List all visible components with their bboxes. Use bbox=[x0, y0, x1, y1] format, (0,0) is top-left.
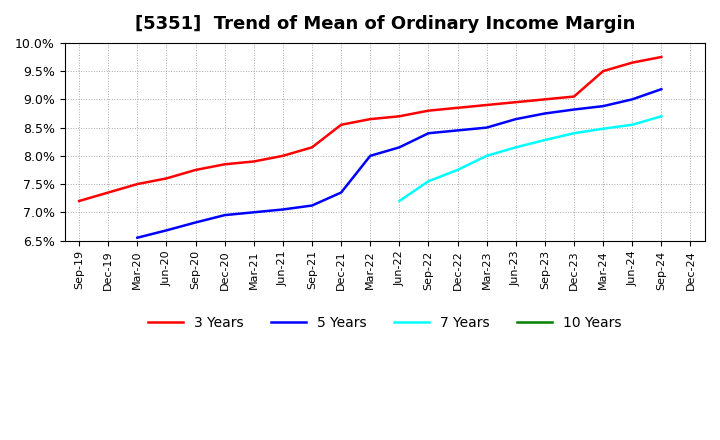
7 Years bbox=[424, 179, 433, 184]
3 Years bbox=[482, 103, 491, 108]
3 Years bbox=[220, 161, 229, 167]
3 Years bbox=[657, 55, 666, 60]
5 Years bbox=[133, 235, 142, 240]
5 Years bbox=[657, 87, 666, 92]
7 Years bbox=[657, 114, 666, 119]
7 Years bbox=[511, 145, 520, 150]
3 Years bbox=[162, 176, 171, 181]
7 Years bbox=[482, 153, 491, 158]
7 Years bbox=[599, 126, 608, 132]
5 Years bbox=[220, 213, 229, 218]
5 Years bbox=[250, 209, 258, 215]
3 Years bbox=[192, 167, 200, 172]
7 Years bbox=[454, 167, 462, 172]
3 Years bbox=[250, 159, 258, 164]
3 Years bbox=[307, 145, 316, 150]
5 Years bbox=[192, 220, 200, 225]
5 Years bbox=[454, 128, 462, 133]
5 Years bbox=[570, 107, 578, 112]
3 Years bbox=[395, 114, 404, 119]
3 Years bbox=[628, 60, 636, 65]
Legend: 3 Years, 5 Years, 7 Years, 10 Years: 3 Years, 5 Years, 7 Years, 10 Years bbox=[143, 311, 627, 336]
Line: 5 Years: 5 Years bbox=[138, 89, 662, 238]
5 Years bbox=[395, 145, 404, 150]
5 Years bbox=[541, 111, 549, 116]
3 Years bbox=[511, 99, 520, 105]
5 Years bbox=[337, 190, 346, 195]
3 Years bbox=[599, 69, 608, 74]
3 Years bbox=[75, 198, 84, 204]
5 Years bbox=[279, 207, 287, 212]
3 Years bbox=[424, 108, 433, 113]
5 Years bbox=[511, 117, 520, 122]
5 Years bbox=[599, 103, 608, 109]
7 Years bbox=[395, 198, 404, 204]
5 Years bbox=[424, 131, 433, 136]
7 Years bbox=[541, 137, 549, 143]
3 Years bbox=[337, 122, 346, 128]
5 Years bbox=[482, 125, 491, 130]
5 Years bbox=[366, 153, 374, 158]
3 Years bbox=[570, 94, 578, 99]
3 Years bbox=[279, 153, 287, 158]
Line: 3 Years: 3 Years bbox=[79, 57, 662, 201]
5 Years bbox=[628, 97, 636, 102]
3 Years bbox=[133, 181, 142, 187]
7 Years bbox=[628, 122, 636, 128]
3 Years bbox=[104, 190, 112, 195]
3 Years bbox=[366, 117, 374, 122]
5 Years bbox=[162, 228, 171, 233]
7 Years bbox=[570, 131, 578, 136]
Line: 7 Years: 7 Years bbox=[400, 116, 662, 201]
3 Years bbox=[541, 97, 549, 102]
5 Years bbox=[307, 203, 316, 208]
Title: [5351]  Trend of Mean of Ordinary Income Margin: [5351] Trend of Mean of Ordinary Income … bbox=[135, 15, 635, 33]
3 Years bbox=[454, 105, 462, 110]
